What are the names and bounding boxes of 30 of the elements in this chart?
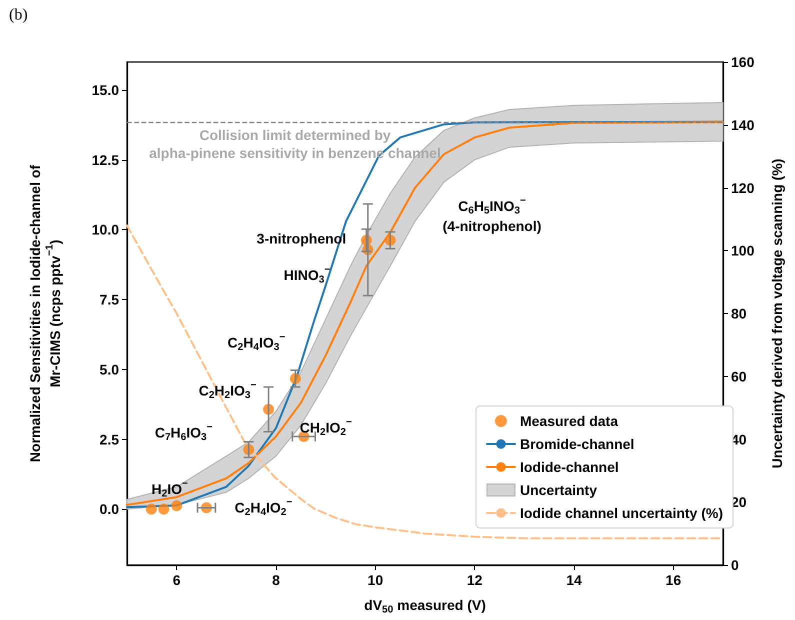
legend-label: Measured data xyxy=(520,413,618,429)
legend-label: Iodide channel uncertainty (%) xyxy=(520,505,724,521)
y-tick-label: 12.5 xyxy=(92,152,120,168)
x-tick-label: 14 xyxy=(566,572,582,588)
y-tick-label: 0.0 xyxy=(100,501,120,518)
legend-label: Bromide-channel xyxy=(520,436,634,452)
y2-tick-label: 0 xyxy=(731,557,739,573)
point xyxy=(171,500,182,512)
x-tick-label: 6 xyxy=(172,572,181,588)
point xyxy=(158,504,170,515)
x-tick-label: 12 xyxy=(466,572,483,588)
y-tick-label: 10.0 xyxy=(92,222,120,238)
y2-tick-label: 160 xyxy=(731,54,755,70)
x-tick-label: 8 xyxy=(272,572,280,588)
x-tick-label: 10 xyxy=(368,572,384,588)
y2-tick-label: 60 xyxy=(731,368,747,384)
legend-label: Iodide-channel xyxy=(520,459,619,475)
y2-tick-label: 100 xyxy=(731,242,755,259)
y2-tick-label: 120 xyxy=(731,180,755,196)
legend-label: Uncertainty xyxy=(520,482,598,498)
y-tick-label: 7.5 xyxy=(100,292,120,308)
x-tick-label: 16 xyxy=(666,572,682,588)
y-tick-label: 2.5 xyxy=(100,431,120,448)
y2-axis-title: Uncertainty derived from voltage scanning (%) xyxy=(769,158,785,468)
y2-tick-label: 80 xyxy=(731,306,747,322)
point xyxy=(146,504,157,515)
y-tick-label: 15.0 xyxy=(92,82,120,98)
y-tick-label: 5.0 xyxy=(100,361,120,378)
chart-title: (b) xyxy=(9,6,28,24)
y2-tick-label: 140 xyxy=(731,116,755,133)
